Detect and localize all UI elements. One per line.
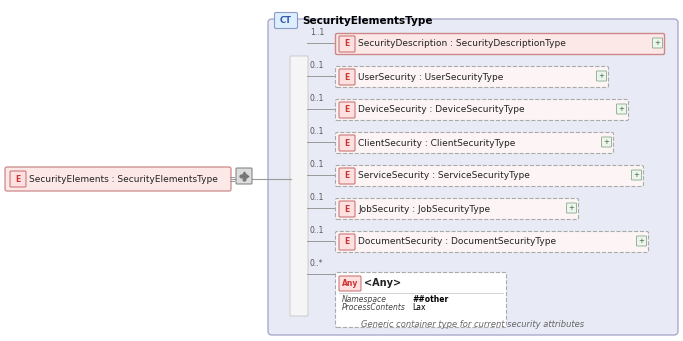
Text: UserSecurity : UserSecurityType: UserSecurity : UserSecurityType	[358, 73, 503, 81]
Text: ClientSecurity : ClientSecurityType: ClientSecurity : ClientSecurityType	[358, 138, 516, 148]
FancyBboxPatch shape	[602, 137, 611, 147]
FancyBboxPatch shape	[339, 168, 355, 184]
FancyBboxPatch shape	[652, 38, 663, 48]
Text: +: +	[639, 238, 645, 244]
FancyBboxPatch shape	[339, 135, 355, 151]
Text: JobSecurity : JobSecurityType: JobSecurity : JobSecurityType	[358, 205, 490, 213]
FancyBboxPatch shape	[339, 36, 355, 52]
Text: 0..1: 0..1	[310, 193, 324, 202]
Text: Generic container type for current security attributes: Generic container type for current secur…	[361, 320, 585, 329]
Text: 0..1: 0..1	[310, 127, 324, 136]
Text: SecurityElementsType: SecurityElementsType	[302, 16, 432, 26]
Text: ##other: ##other	[412, 296, 448, 305]
Text: ProcessContents: ProcessContents	[342, 303, 406, 312]
Text: DeviceSecurity : DeviceSecurityType: DeviceSecurity : DeviceSecurityType	[358, 105, 525, 115]
Text: +: +	[568, 205, 574, 211]
FancyBboxPatch shape	[339, 69, 355, 85]
Text: E: E	[344, 73, 350, 81]
FancyBboxPatch shape	[236, 168, 252, 184]
Text: E: E	[344, 237, 350, 247]
Text: SecurityDescription : SecurityDescriptionType: SecurityDescription : SecurityDescriptio…	[358, 40, 566, 48]
FancyBboxPatch shape	[335, 232, 648, 252]
FancyBboxPatch shape	[632, 170, 641, 180]
FancyBboxPatch shape	[339, 276, 361, 291]
Text: 0..1: 0..1	[310, 226, 324, 235]
FancyBboxPatch shape	[339, 234, 355, 250]
FancyBboxPatch shape	[617, 104, 626, 114]
FancyBboxPatch shape	[5, 167, 231, 191]
Text: +: +	[654, 40, 660, 46]
FancyBboxPatch shape	[335, 198, 579, 220]
Text: SecurityElements : SecurityElementsType: SecurityElements : SecurityElementsType	[29, 175, 218, 183]
FancyBboxPatch shape	[10, 171, 26, 187]
FancyBboxPatch shape	[335, 133, 613, 153]
Text: E: E	[344, 105, 350, 115]
FancyBboxPatch shape	[335, 165, 643, 187]
FancyBboxPatch shape	[566, 203, 576, 213]
FancyBboxPatch shape	[268, 19, 678, 335]
Text: E: E	[344, 138, 350, 148]
Text: CT: CT	[280, 16, 292, 25]
Text: E: E	[344, 40, 350, 48]
Text: E: E	[344, 172, 350, 180]
FancyBboxPatch shape	[339, 102, 355, 118]
Text: Any: Any	[342, 279, 358, 288]
Text: +: +	[598, 73, 604, 79]
Text: 0..*: 0..*	[310, 259, 324, 268]
FancyBboxPatch shape	[596, 71, 607, 81]
Text: 0..1: 0..1	[310, 160, 324, 169]
Text: DocumentSecurity : DocumentSecurityType: DocumentSecurity : DocumentSecurityType	[358, 237, 556, 247]
FancyBboxPatch shape	[335, 100, 628, 120]
Text: <Any>: <Any>	[364, 279, 401, 288]
Text: E: E	[16, 175, 20, 183]
FancyBboxPatch shape	[290, 56, 308, 316]
Text: E: E	[344, 205, 350, 213]
FancyBboxPatch shape	[335, 33, 665, 55]
Text: Lax: Lax	[412, 303, 426, 312]
FancyBboxPatch shape	[637, 236, 647, 246]
FancyBboxPatch shape	[339, 201, 355, 217]
FancyBboxPatch shape	[335, 66, 609, 88]
Text: Namespace: Namespace	[342, 296, 387, 305]
Text: +: +	[604, 139, 609, 145]
FancyBboxPatch shape	[275, 13, 298, 29]
Text: +: +	[619, 106, 624, 112]
Text: +: +	[634, 172, 639, 178]
Text: 1..1: 1..1	[310, 28, 324, 37]
Text: 0..1: 0..1	[310, 94, 324, 103]
Text: ServiceSecurity : ServiceSecurityType: ServiceSecurity : ServiceSecurityType	[358, 172, 530, 180]
FancyBboxPatch shape	[335, 272, 507, 327]
Text: 0..1: 0..1	[310, 61, 324, 70]
